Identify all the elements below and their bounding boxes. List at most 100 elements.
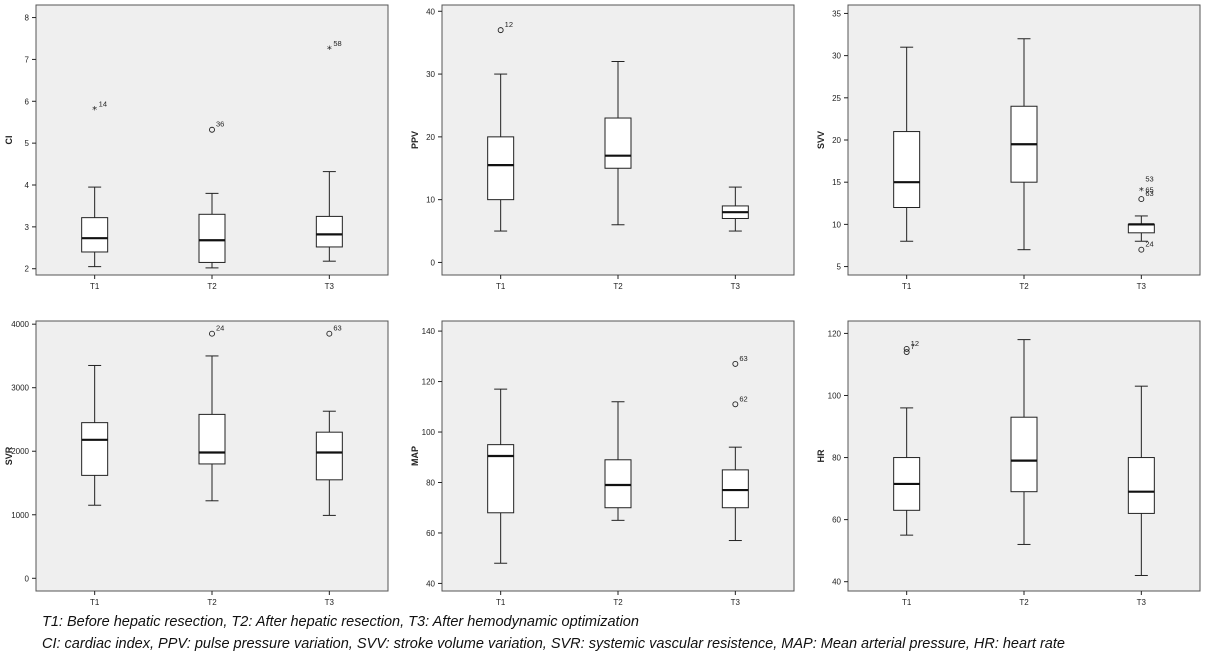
box-t3: 63 62 bbox=[721, 354, 749, 542]
outlier-marker bbox=[1138, 246, 1145, 253]
outlier-label: 36 bbox=[216, 120, 224, 129]
y-tick-label: 2000 bbox=[11, 447, 29, 456]
box-t3 bbox=[721, 186, 749, 232]
x-tick-label: T2 bbox=[1019, 598, 1029, 607]
box-iqr bbox=[487, 444, 515, 514]
box-t2 bbox=[604, 61, 632, 226]
y-tick-label: 6 bbox=[25, 97, 30, 106]
y-tick-label: 3 bbox=[25, 223, 30, 232]
box-iqr bbox=[1127, 457, 1155, 514]
box-iqr bbox=[604, 459, 632, 509]
y-tick-label: 1000 bbox=[11, 511, 29, 520]
y-tick-label: 25 bbox=[832, 94, 841, 103]
box-t2 bbox=[604, 401, 632, 521]
x-tick-label: T3 bbox=[731, 598, 741, 607]
y-tick-label: 15 bbox=[832, 178, 841, 187]
y-tick-label: 2 bbox=[25, 265, 30, 274]
caption-line-2: CI: cardiac index, PPV: pulse pressure v… bbox=[42, 636, 1065, 652]
x-tick-label: T1 bbox=[90, 282, 100, 291]
x-tick-label: T3 bbox=[731, 282, 741, 291]
outlier-marker bbox=[903, 345, 910, 352]
y-axis-title: MAP bbox=[410, 446, 420, 466]
box-iqr bbox=[315, 215, 343, 248]
y-tick-label: 40 bbox=[832, 578, 841, 587]
x-tick-label: T2 bbox=[207, 598, 217, 607]
outlier-marker: * bbox=[1139, 186, 1144, 197]
box-iqr bbox=[487, 136, 515, 201]
outlier-label: 12 bbox=[505, 20, 513, 29]
box-t2 bbox=[1010, 38, 1038, 251]
x-tick-label: T2 bbox=[613, 282, 623, 291]
y-tick-label: 0 bbox=[431, 258, 436, 267]
x-tick-label: T3 bbox=[325, 282, 335, 291]
chart-panel-hr: 40 60 80 100 120 HR T1 T2 T3 12 7 bbox=[812, 316, 1218, 616]
y-tick-label: 30 bbox=[426, 70, 435, 79]
box-t1 bbox=[893, 46, 921, 242]
boxplot-svg-ppv: 0 10 20 30 40 PPV T1 T2 T3 12 bbox=[410, 4, 795, 291]
x-tick-label: T2 bbox=[207, 282, 217, 291]
y-tick-label: 5 bbox=[25, 139, 30, 148]
box-iqr bbox=[893, 131, 921, 208]
outlier-label: 62 bbox=[739, 394, 747, 403]
box-t2: 24 bbox=[198, 324, 226, 502]
y-tick-label: 60 bbox=[426, 529, 435, 538]
boxplot-svg-hr: 40 60 80 100 120 HR T1 T2 T3 127 bbox=[816, 320, 1201, 607]
outlier-label: 24 bbox=[1145, 240, 1153, 249]
y-tick-label: 80 bbox=[426, 478, 435, 487]
outlier-marker bbox=[903, 349, 910, 355]
box-t1: 127 bbox=[893, 339, 921, 536]
chart-panel-ppv: 0 10 20 30 40 PPV T1 T2 T3 12 bbox=[406, 0, 812, 300]
outlier-label: 24 bbox=[216, 324, 224, 333]
y-tick-label: 10 bbox=[426, 196, 435, 205]
outlier-label: 53 bbox=[1145, 175, 1153, 184]
y-tick-label: 0 bbox=[25, 574, 30, 583]
y-axis-title: CI bbox=[4, 136, 14, 145]
outlier-label: 63 bbox=[739, 354, 747, 363]
x-tick-label: T1 bbox=[496, 598, 506, 607]
box-iqr bbox=[604, 117, 632, 169]
box-iqr bbox=[721, 469, 749, 509]
outlier-label: 63 bbox=[333, 324, 341, 333]
chart-panel-map: 40 60 80 100 120 140 MAP T1 T2 T3 63 62 bbox=[406, 316, 812, 616]
y-tick-label: 100 bbox=[828, 391, 842, 400]
chart-panel-ci: 2 3 4 5 6 7 8 CI T1 T2 T3 * 14 36 * 58 bbox=[0, 0, 406, 300]
y-tick-label: 4000 bbox=[11, 320, 29, 329]
x-tick-label: T1 bbox=[902, 598, 912, 607]
box-t1 bbox=[81, 364, 109, 506]
outlier-label: 58 bbox=[333, 39, 341, 48]
y-tick-label: 100 bbox=[422, 428, 436, 437]
x-tick-label: T2 bbox=[1019, 282, 1029, 291]
y-axis-title: PPV bbox=[410, 131, 420, 149]
y-tick-label: 35 bbox=[832, 9, 841, 18]
x-tick-label: T3 bbox=[1137, 598, 1147, 607]
chart-panel-svv: 5 10 15 20 25 30 35 SVV T1 T2 T3 53 * 65 63 24 bbox=[812, 0, 1218, 300]
box-t1: *14 bbox=[81, 100, 109, 268]
outlier-marker: * bbox=[92, 105, 97, 116]
outlier-label: 14 bbox=[99, 100, 107, 109]
outlier-marker bbox=[209, 126, 215, 133]
outlier-marker bbox=[732, 401, 739, 408]
box-t1: 12 bbox=[487, 20, 515, 232]
box-iqr bbox=[1127, 223, 1155, 234]
box-t3 bbox=[1127, 385, 1155, 576]
boxplot-svg-map: 40 60 80 100 120 140 MAP T1 T2 T3 63 62 bbox=[410, 320, 795, 607]
y-tick-label: 40 bbox=[426, 7, 435, 16]
y-tick-label: 3000 bbox=[11, 384, 29, 393]
box-t1 bbox=[487, 388, 515, 564]
y-tick-label: 60 bbox=[832, 516, 841, 525]
x-tick-label: T3 bbox=[1137, 282, 1147, 291]
y-tick-label: 120 bbox=[422, 378, 436, 387]
x-tick-label: T2 bbox=[613, 598, 623, 607]
y-tick-label: 10 bbox=[832, 220, 841, 229]
outlier-label: 7 bbox=[911, 342, 915, 351]
y-axis-title: SVV bbox=[816, 131, 826, 149]
y-tick-label: 140 bbox=[422, 327, 436, 336]
caption-line-1: T1: Before hepatic resection, T2: After … bbox=[42, 614, 639, 630]
box-iqr bbox=[198, 413, 226, 465]
x-tick-label: T1 bbox=[902, 282, 912, 291]
box-iqr bbox=[198, 213, 226, 263]
y-tick-label: 30 bbox=[832, 52, 841, 61]
box-iqr bbox=[81, 422, 109, 476]
x-tick-label: T1 bbox=[496, 282, 506, 291]
